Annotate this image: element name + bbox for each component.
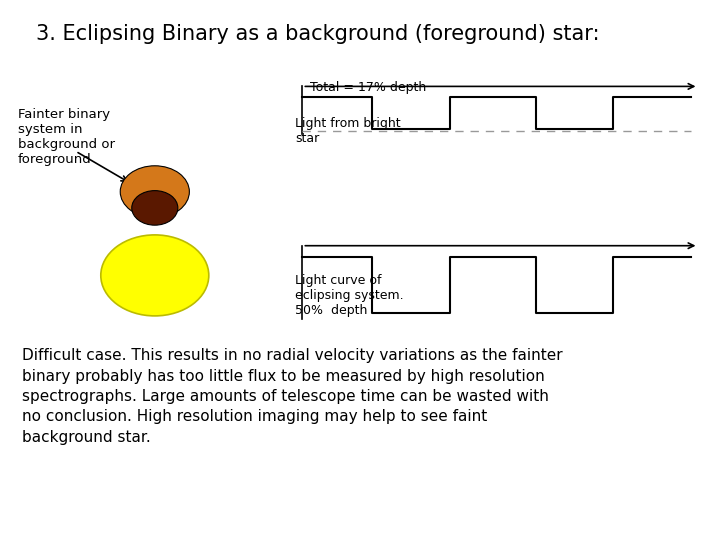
Text: Difficult case. This results in no radial velocity variations as the fainter
bin: Difficult case. This results in no radia… (22, 348, 562, 445)
Text: Total = 17% depth: Total = 17% depth (310, 82, 426, 94)
Circle shape (120, 166, 189, 218)
Circle shape (101, 235, 209, 316)
Text: Light from bright
star: Light from bright star (295, 117, 401, 145)
Text: Fainter binary
system in
background or
foreground: Fainter binary system in background or f… (18, 108, 115, 166)
Text: Light curve of
eclipsing system.
50%  depth: Light curve of eclipsing system. 50% dep… (295, 274, 404, 317)
Circle shape (132, 191, 178, 225)
Text: 3. Eclipsing Binary as a background (foreground) star:: 3. Eclipsing Binary as a background (for… (36, 24, 600, 44)
